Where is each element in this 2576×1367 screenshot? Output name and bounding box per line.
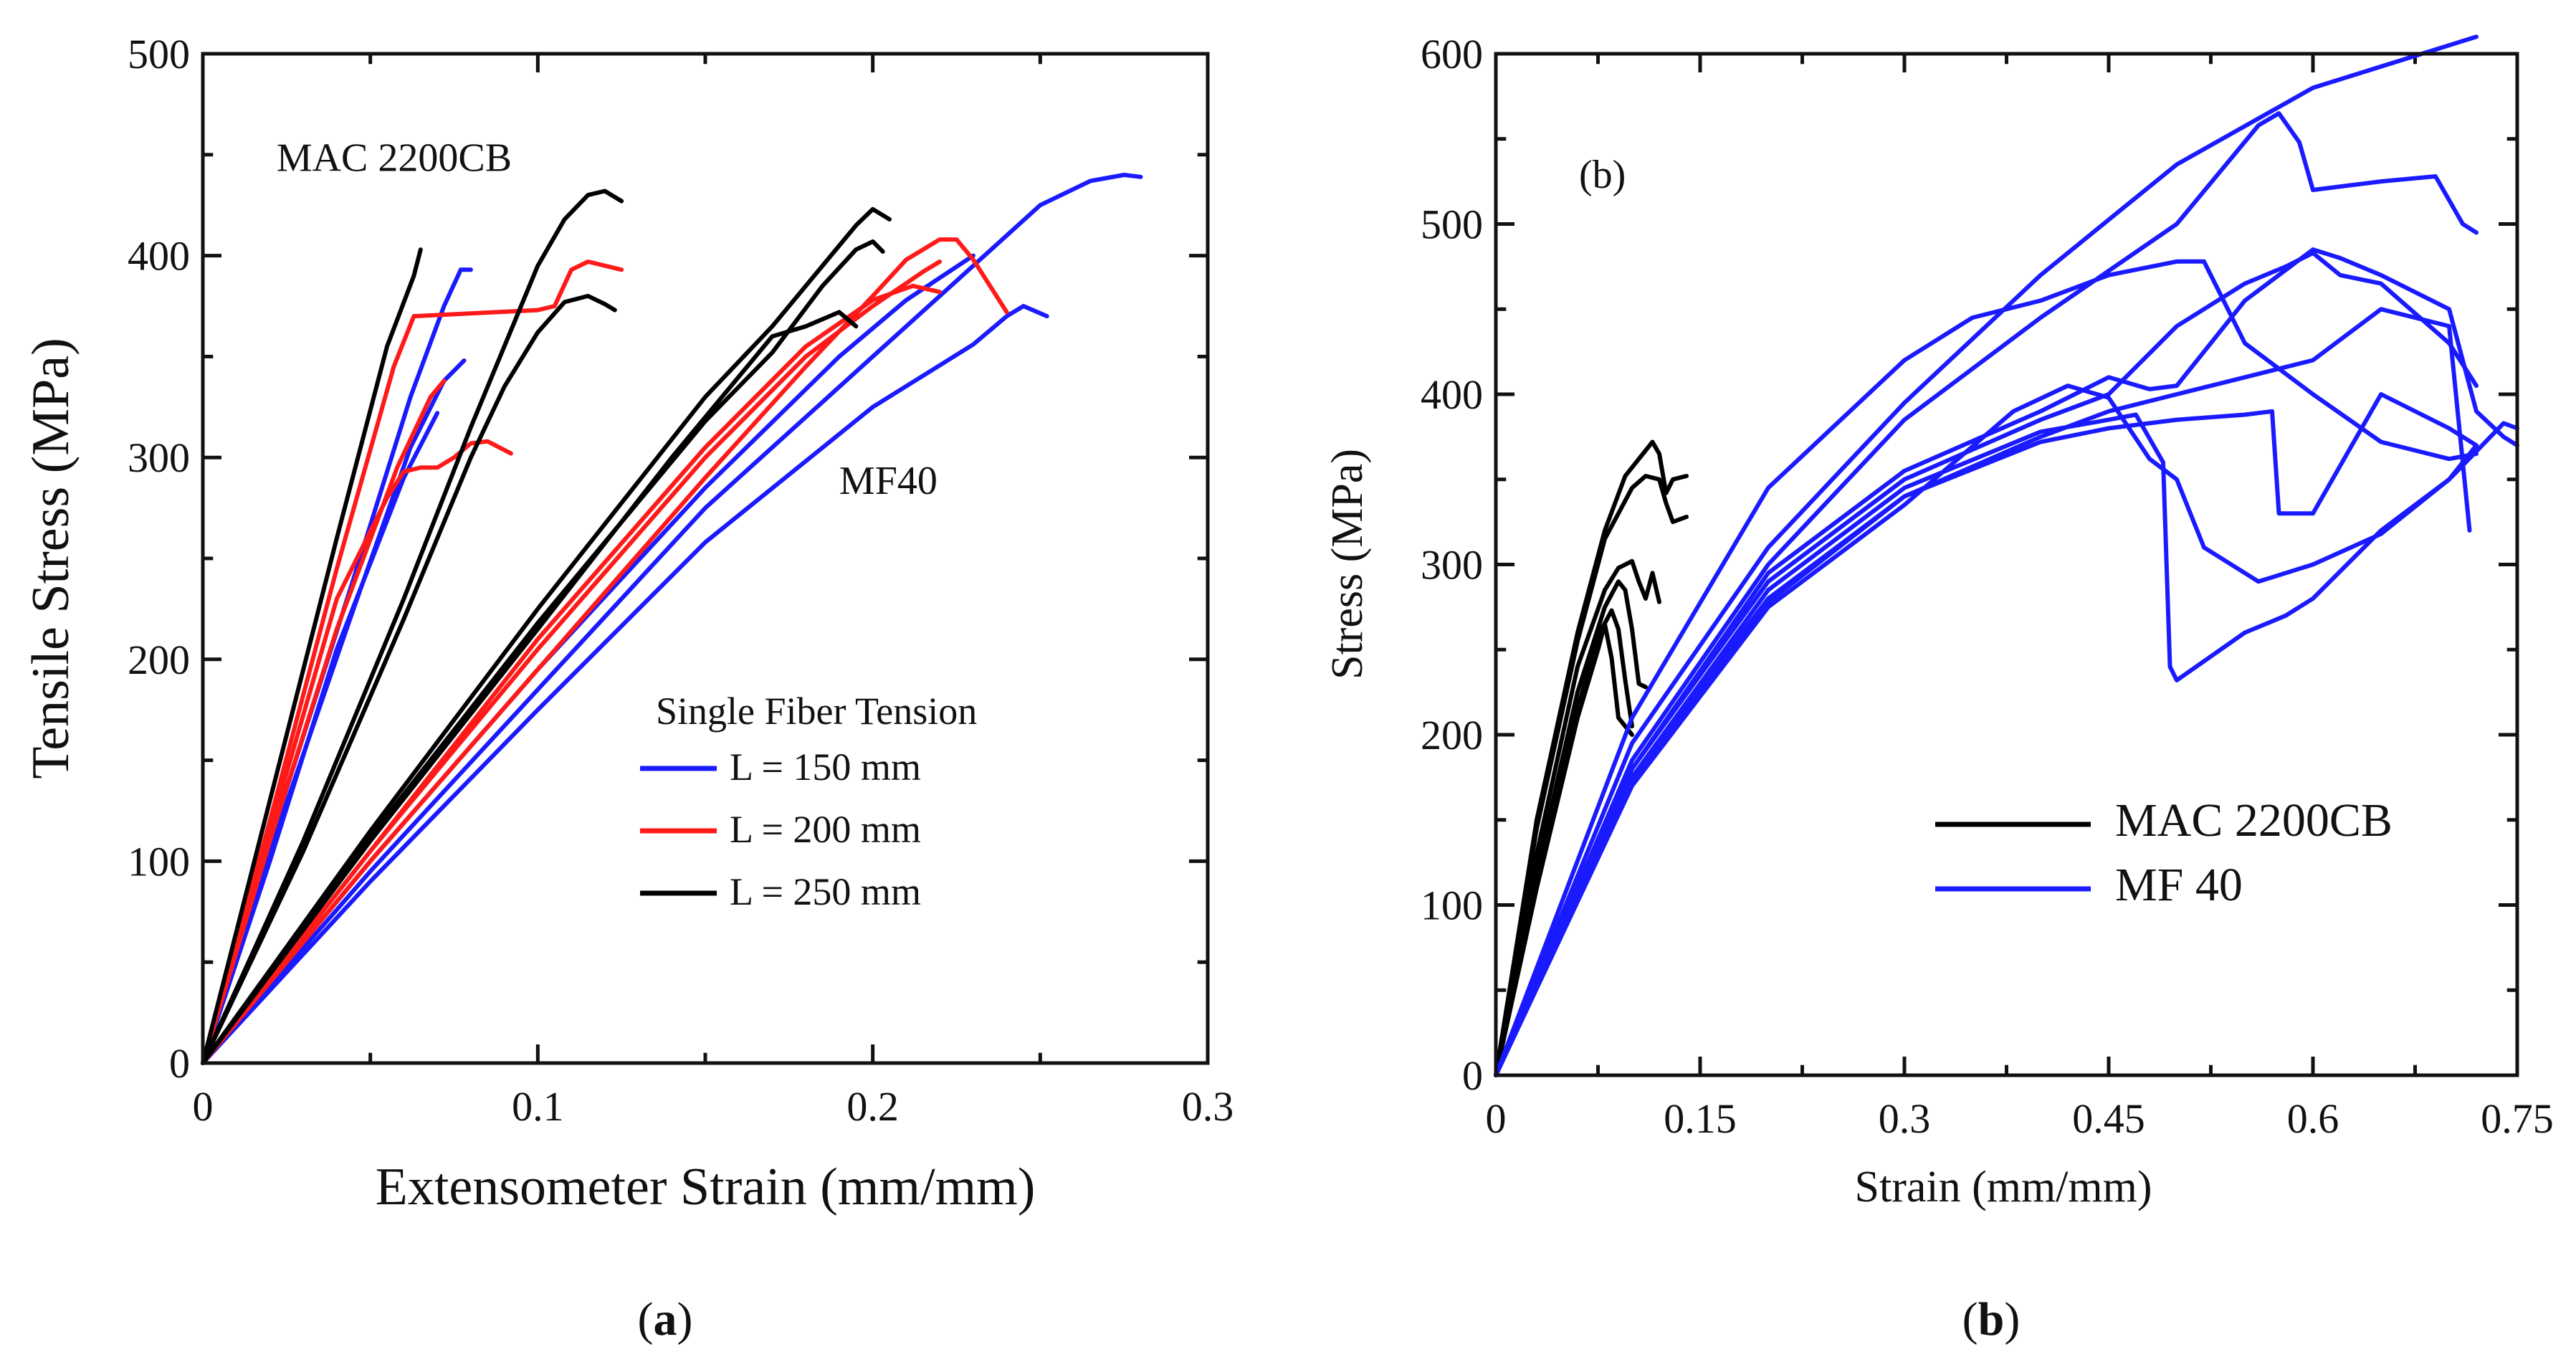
series-line (1494, 259, 2479, 1077)
legend-entry-label: L = 150 mm (730, 746, 921, 789)
legend-entry-label: L = 250 mm (730, 870, 921, 913)
y-tick-label: 400 (128, 233, 190, 280)
series-line (201, 206, 892, 1065)
y-tick-label: 100 (128, 838, 190, 885)
x-tick-label: 0.15 (1664, 1095, 1737, 1142)
panel-a-caption: (a) (638, 1293, 693, 1345)
panel-b-inner-label: (b) (1579, 153, 1626, 197)
panel-b-axis-box (1494, 52, 2519, 1077)
x-tick-label: 0.2 (846, 1083, 899, 1130)
x-tick-label: 0.6 (2287, 1095, 2339, 1142)
series-line (201, 173, 1143, 1065)
x-tick-label: 0 (1486, 1095, 1507, 1142)
y-tick-label: 500 (1421, 201, 1483, 248)
series-line (201, 189, 624, 1065)
series-line (201, 237, 1009, 1065)
panel-b-x-axis-label: Strain (mm/mm) (1854, 1163, 2152, 1211)
x-tick-label: 0 (193, 1083, 214, 1130)
series-line (1494, 558, 1661, 1077)
panel-a-legend: Single Fiber Tension L = 150 mm L = 200 m… (640, 690, 977, 913)
y-tick-label: 400 (1421, 371, 1483, 418)
series-line (201, 304, 1049, 1065)
y-tick-label: 0 (169, 1040, 190, 1087)
panel-a-series (201, 173, 1143, 1065)
series-line (1494, 412, 2479, 1077)
series-line (201, 378, 447, 1065)
panel-b-legend: MAC 2200CB MF 40 (1935, 794, 2393, 911)
y-tick-label: 300 (128, 434, 190, 481)
series-line (1494, 247, 2519, 1077)
x-tick-label: 0.3 (1879, 1095, 1931, 1142)
series-line (201, 411, 440, 1065)
legend-entry-label: MAC 2200CB (2115, 794, 2393, 847)
panel-b-y-axis-label: Stress (MPa) (1323, 449, 1372, 680)
y-tick-label: 200 (128, 637, 190, 683)
series-line (1494, 579, 1648, 1077)
series-line (1494, 621, 1634, 1077)
x-tick-label: 0.1 (512, 1083, 564, 1130)
y-tick-label: 100 (1421, 882, 1483, 929)
series-line (201, 247, 423, 1065)
panel-a-tick-labels: 0 0.1 0.2 0.3 0 100 200 300 400 500 (128, 31, 1234, 1130)
y-tick-label: 200 (1421, 712, 1483, 758)
panel-a-y-axis-label: Tensile Stress (MPa) (22, 338, 80, 779)
annotation-label: MF40 (839, 459, 938, 503)
x-tick-label: 0.45 (2072, 1095, 2145, 1142)
legend-entry-label: L = 200 mm (730, 808, 921, 851)
annotation-label: MAC 2200CB (277, 135, 512, 180)
panel-a-axis-box (201, 52, 1210, 1065)
series-line (1494, 34, 2479, 1077)
panel-a-chart: 0 0.1 0.2 0.3 0 100 200 300 400 500 Extensometer … (22, 31, 1234, 1345)
panel-a-x-axis-label: Extensometer Strain (mm/mm) (376, 1158, 1036, 1216)
panel-b-chart: 0 0.15 0.3 0.45 0.6 0.75 0 100 200 300 400 500 600 S… (1323, 31, 2554, 1345)
x-tick-label: 0.75 (2481, 1095, 2554, 1142)
series-line (201, 293, 617, 1065)
panel-b-caption-letter: b (1978, 1293, 2005, 1345)
series-line (1494, 307, 2472, 1077)
panel-b-tick-labels: 0 0.15 0.3 0.45 0.6 0.75 0 100 200 300 400 500 600 (1421, 31, 2554, 1142)
x-tick-label: 0.3 (1182, 1083, 1234, 1130)
series-line (201, 239, 885, 1065)
panel-a-annotations: MAC 2200CB MF40 (277, 135, 938, 503)
panel-b-series (1494, 34, 2519, 1077)
series-line (201, 283, 943, 1065)
series-line (201, 259, 624, 1065)
series-line (1494, 111, 2479, 1077)
panel-b-caption: (b) (1962, 1293, 2021, 1345)
y-tick-label: 600 (1421, 31, 1483, 77)
y-tick-label: 500 (128, 31, 190, 77)
y-tick-label: 300 (1421, 542, 1483, 589)
series-line (1494, 474, 1689, 1077)
panel-a-caption-letter: a (654, 1293, 677, 1345)
series-line (1494, 392, 2479, 1077)
panel-a-legend-title: Single Fiber Tension (656, 690, 977, 733)
y-tick-label: 0 (1462, 1052, 1483, 1099)
series-line (201, 310, 859, 1065)
series-line (1494, 250, 2479, 1077)
legend-entry-label: MF 40 (2115, 859, 2243, 911)
